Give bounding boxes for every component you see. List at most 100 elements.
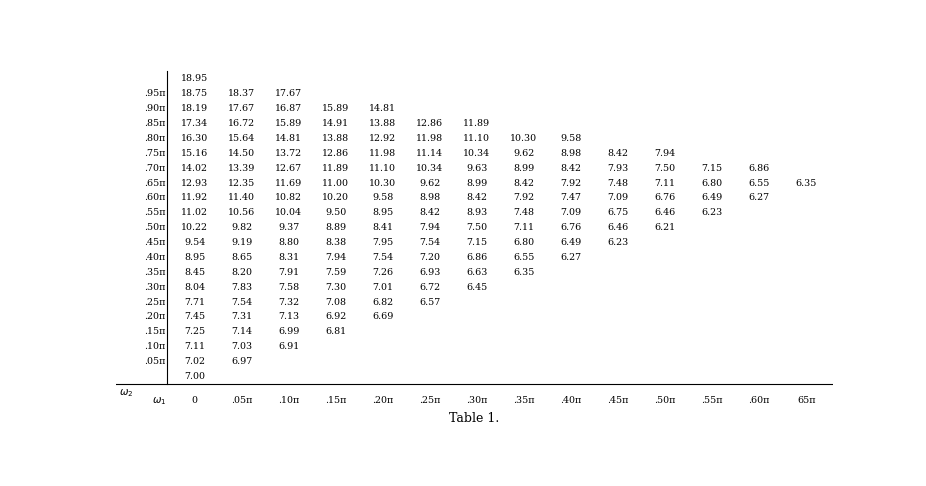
Text: 7.13: 7.13 [278,312,299,321]
Text: 8.45: 8.45 [184,268,205,277]
Text: .80π: .80π [144,134,165,143]
Text: 6.35: 6.35 [795,178,817,188]
Text: 7.11: 7.11 [655,178,676,188]
Text: 12.86: 12.86 [417,119,444,128]
Text: 14.50: 14.50 [228,149,256,158]
Text: 15.89: 15.89 [322,104,349,113]
Text: 8.89: 8.89 [325,223,346,232]
Text: 7.54: 7.54 [231,297,252,307]
Text: 6.75: 6.75 [607,208,629,217]
Text: .60π: .60π [748,396,770,405]
Text: 14.91: 14.91 [322,119,349,128]
Text: 10.82: 10.82 [275,193,302,202]
Text: 8.42: 8.42 [467,193,487,202]
Text: 9.62: 9.62 [419,178,441,188]
Text: 12.86: 12.86 [322,149,349,158]
Text: .45π: .45π [144,238,165,247]
Text: .40π: .40π [144,253,165,262]
Text: 9.62: 9.62 [513,149,534,158]
Text: 7.83: 7.83 [231,283,252,292]
Text: 6.69: 6.69 [372,312,394,321]
Text: 8.42: 8.42 [607,149,629,158]
Text: 8.42: 8.42 [560,164,582,173]
Text: .05π: .05π [231,396,252,405]
Text: .25π: .25π [419,396,441,405]
Text: 12.35: 12.35 [228,178,256,188]
Text: 7.30: 7.30 [325,283,346,292]
Text: 6.27: 6.27 [748,193,770,202]
Text: 10.34: 10.34 [463,149,491,158]
Text: .90π: .90π [144,104,165,113]
Text: 7.48: 7.48 [607,178,629,188]
Text: 6.21: 6.21 [655,223,676,232]
Text: 13.88: 13.88 [369,119,396,128]
Text: 7.31: 7.31 [231,312,252,321]
Text: .05π: .05π [144,357,165,366]
Text: 10.56: 10.56 [228,208,256,217]
Text: $\omega_2$: $\omega_2$ [119,388,133,399]
Text: 8.20: 8.20 [232,268,252,277]
Text: 13.72: 13.72 [275,149,302,158]
Text: 6.55: 6.55 [513,253,534,262]
Text: 8.99: 8.99 [513,164,534,173]
Text: 6.23: 6.23 [702,208,723,217]
Text: 9.50: 9.50 [325,208,346,217]
Text: 15.16: 15.16 [181,149,208,158]
Text: .45π: .45π [607,396,629,405]
Text: $\omega_1$: $\omega_1$ [152,395,167,407]
Text: 9.82: 9.82 [231,223,252,232]
Text: 6.46: 6.46 [655,208,676,217]
Text: 6.82: 6.82 [372,297,394,307]
Text: 8.41: 8.41 [372,223,394,232]
Text: 12.67: 12.67 [275,164,302,173]
Text: .95π: .95π [144,89,165,98]
Text: 8.31: 8.31 [278,253,299,262]
Text: 11.89: 11.89 [322,164,349,173]
Text: 6.45: 6.45 [467,283,487,292]
Text: 14.81: 14.81 [275,134,302,143]
Text: 11.10: 11.10 [463,134,491,143]
Text: 7.32: 7.32 [278,297,299,307]
Text: 18.75: 18.75 [181,89,208,98]
Text: .20π: .20π [144,312,165,321]
Text: 11.40: 11.40 [228,193,255,202]
Text: 16.30: 16.30 [181,134,208,143]
Text: .15π: .15π [325,396,346,405]
Text: 6.97: 6.97 [231,357,252,366]
Text: 12.92: 12.92 [369,134,396,143]
Text: 6.46: 6.46 [607,223,629,232]
Text: 6.76: 6.76 [655,193,676,202]
Text: 9.19: 9.19 [231,238,252,247]
Text: .70π: .70π [144,164,165,173]
Text: 7.94: 7.94 [655,149,676,158]
Text: 16.72: 16.72 [228,119,256,128]
Text: 14.81: 14.81 [369,104,396,113]
Text: 10.30: 10.30 [510,134,537,143]
Text: 7.71: 7.71 [184,297,205,307]
Text: 7.54: 7.54 [419,238,441,247]
Text: .10π: .10π [278,396,299,405]
Text: 10.34: 10.34 [417,164,444,173]
Text: 7.20: 7.20 [419,253,441,262]
Text: 6.91: 6.91 [278,342,299,351]
Text: 8.98: 8.98 [560,149,582,158]
Text: 11.02: 11.02 [181,208,208,217]
Text: 6.76: 6.76 [560,223,582,232]
Text: 11.69: 11.69 [275,178,302,188]
Text: 11.98: 11.98 [417,134,444,143]
Text: 10.04: 10.04 [275,208,302,217]
Text: 7.02: 7.02 [184,357,205,366]
Text: 6.81: 6.81 [325,327,346,336]
Text: .55π: .55π [701,396,723,405]
Text: 7.93: 7.93 [607,164,629,173]
Text: 6.23: 6.23 [607,238,629,247]
Text: 9.58: 9.58 [560,134,582,143]
Text: .75π: .75π [144,149,165,158]
Text: 7.95: 7.95 [372,238,394,247]
Text: .25π: .25π [144,297,165,307]
Text: 6.27: 6.27 [560,253,582,262]
Text: 6.55: 6.55 [748,178,770,188]
Text: 14.02: 14.02 [181,164,208,173]
Text: .55π: .55π [144,208,165,217]
Text: 7.00: 7.00 [184,372,205,381]
